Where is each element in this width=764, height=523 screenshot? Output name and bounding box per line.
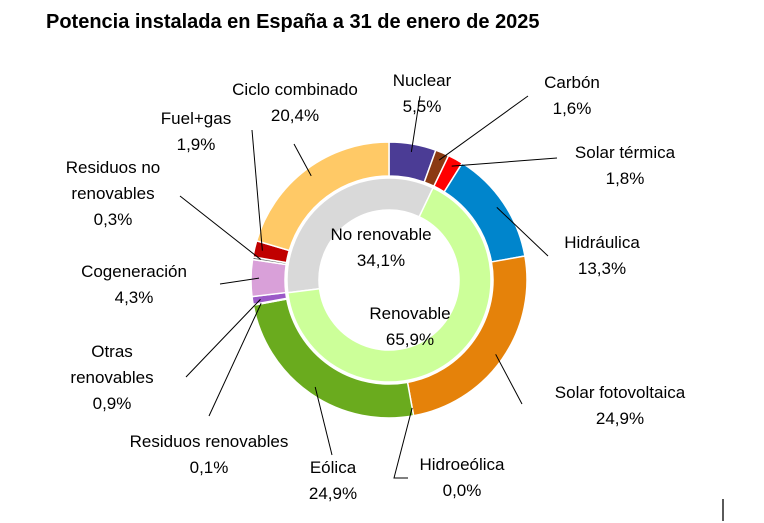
label-fuel-gas: Fuel+gas 1,9%	[161, 109, 231, 154]
label-name-fuel-gas: Fuel+gas	[161, 109, 231, 128]
inner-label-value-renovable: 65,9%	[386, 330, 434, 349]
outer-labels: Nuclear 5,5% Carbón 1,6% Solar térmica 1,8% Hi…	[66, 71, 686, 503]
leader-eolica	[314, 386, 333, 456]
label-hidraulica: Hidráulica 13,3%	[564, 233, 640, 278]
label-value-hidraulica: 13,3%	[578, 259, 626, 278]
leader-hidroeolica	[393, 407, 413, 479]
leader-ciclo-combinado	[293, 143, 312, 177]
label-value-residuos-renovables: 0,1%	[190, 458, 229, 477]
label-name-residuos-renovables: Residuos renovables	[130, 432, 289, 451]
label-name-residuos-no-renovables-1: Residuos no	[66, 158, 161, 177]
inner-label-value-no-renovable: 34,1%	[357, 251, 405, 270]
label-hidroeolica: Hidroeólica 0,0%	[419, 455, 505, 500]
slice-ciclo-combinado	[255, 141, 390, 252]
label-name-hidroeolica: Hidroeólica	[419, 455, 505, 474]
label-name-eolica: Eólica	[310, 458, 357, 477]
label-value-residuos-no-renovables: 0,3%	[94, 210, 133, 229]
leader-cogeneracion	[219, 277, 260, 285]
label-value-solar-termica: 1,8%	[606, 169, 645, 188]
label-solar-termica: Solar térmica 1,8%	[575, 143, 676, 188]
inner-label-no-renovable: No renovable 34,1%	[330, 225, 431, 270]
label-value-hidroeolica: 0,0%	[443, 481, 482, 500]
label-carbon: Carbón 1,6%	[544, 73, 600, 118]
leader-otras-renovables	[185, 299, 261, 378]
label-name-carbon: Carbón	[544, 73, 600, 92]
leader-nuclear	[410, 95, 421, 153]
leader-residuos-no-renovables	[179, 195, 261, 260]
label-value-nuclear: 5,5%	[403, 97, 442, 116]
label-residuos-renovables: Residuos renovables 0,1%	[130, 432, 289, 477]
label-name-residuos-no-renovables-2: renovables	[71, 184, 154, 203]
inner-labels: No renovable 34,1% Renovable 65,9%	[330, 225, 450, 349]
label-name-ciclo-combinado: Ciclo combinado	[232, 80, 358, 99]
label-value-cogeneracion: 4,3%	[115, 288, 154, 307]
leader-hidraulica	[496, 207, 549, 257]
inner-label-renovable: Renovable 65,9%	[369, 304, 450, 349]
leader-solar-termica	[451, 157, 558, 167]
label-name-otras-renovables-2: renovables	[70, 368, 153, 387]
label-value-carbon: 1,6%	[553, 99, 592, 118]
label-name-otras-renovables-1: Otras	[91, 342, 133, 361]
inner-label-name-renovable: Renovable	[369, 304, 450, 323]
label-value-solar-fotovoltaica: 24,9%	[596, 409, 644, 428]
leader-solar-fotovoltaica	[495, 354, 523, 405]
label-value-ciclo-combinado: 20,4%	[271, 106, 319, 125]
label-residuos-no-renovables: Residuos no renovables 0,3%	[66, 158, 161, 229]
label-nuclear: Nuclear 5,5%	[393, 71, 452, 116]
label-name-solar-termica: Solar térmica	[575, 143, 676, 162]
leader-lines	[179, 95, 558, 479]
label-name-solar-fotovoltaica: Solar fotovoltaica	[555, 383, 686, 402]
inner-label-name-no-renovable: No renovable	[330, 225, 431, 244]
leader-fuel-gas	[251, 129, 263, 251]
chart-title: Potencia instalada en España a 31 de ene…	[46, 11, 540, 33]
inner-ring	[286, 177, 492, 383]
label-solar-fotovoltaica: Solar fotovoltaica 24,9%	[555, 383, 686, 428]
label-name-cogeneracion: Cogeneración	[81, 262, 187, 281]
label-name-hidraulica: Hidráulica	[564, 233, 640, 252]
outer-ring	[250, 141, 528, 419]
label-name-nuclear: Nuclear	[393, 71, 452, 90]
label-value-otras-renovables: 0,9%	[93, 394, 132, 413]
leader-carbon	[438, 95, 529, 161]
label-value-fuel-gas: 1,9%	[177, 135, 216, 154]
inner-slice-renovable	[286, 186, 492, 383]
label-eolica: Eólica 24,9%	[309, 458, 357, 503]
label-cogeneracion: Cogeneración 4,3%	[81, 262, 187, 307]
leader-residuos-renovables	[208, 303, 262, 417]
label-ciclo-combinado: Ciclo combinado 20,4%	[232, 80, 358, 125]
label-otras-renovables: Otras renovables 0,9%	[70, 342, 153, 413]
label-value-eolica: 24,9%	[309, 484, 357, 503]
